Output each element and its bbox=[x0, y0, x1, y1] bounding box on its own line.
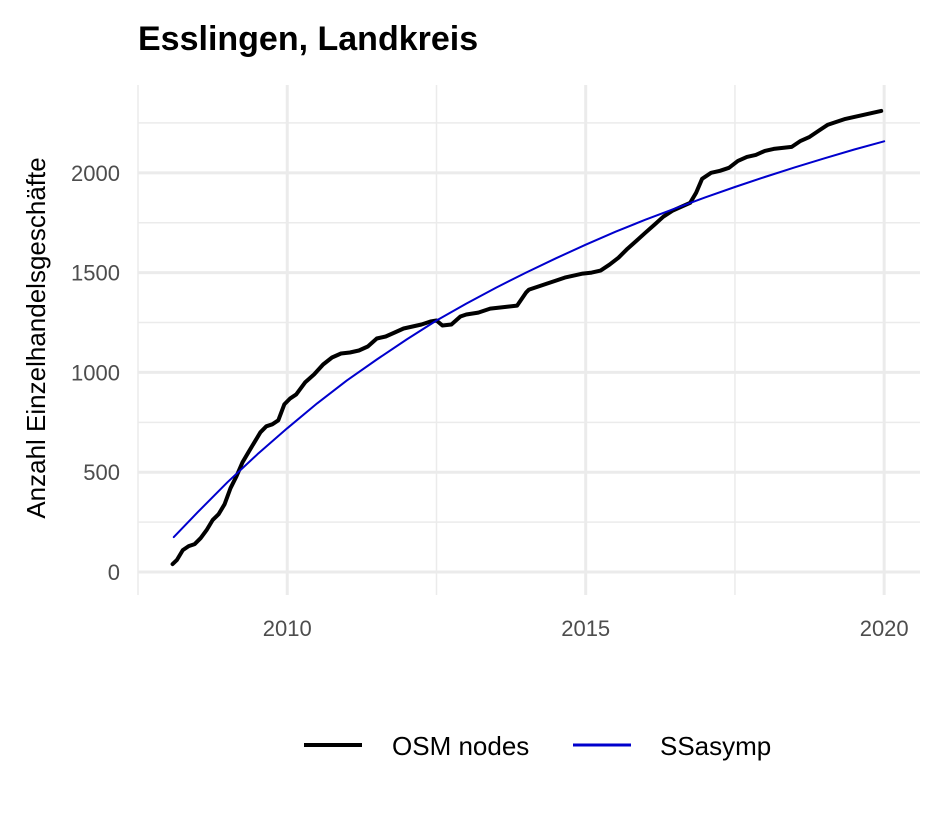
y-axis-title: Anzahl Einzelhandelsgeschäfte bbox=[21, 157, 51, 518]
legend: OSM nodes SSasymp bbox=[304, 731, 771, 761]
legend-label-osm-nodes: OSM nodes bbox=[392, 731, 529, 761]
chart-title: Esslingen, Landkreis bbox=[138, 20, 478, 58]
grid-major bbox=[138, 85, 920, 595]
series-layer bbox=[170, 108, 886, 567]
series-line-ssasymp bbox=[172, 140, 886, 539]
legend-label-ssasymp: SSasymp bbox=[660, 731, 771, 761]
series-line-osm-nodes bbox=[170, 108, 884, 567]
y-tick-label: 500 bbox=[83, 460, 120, 485]
x-tick-labels: 2010 2015 2020 bbox=[263, 616, 909, 641]
grid-minor bbox=[137, 85, 920, 595]
y-tick-label: 2000 bbox=[71, 161, 120, 186]
x-tick-label: 2020 bbox=[860, 616, 909, 641]
x-tick-label: 2015 bbox=[561, 616, 610, 641]
y-tick-label: 0 bbox=[108, 560, 120, 585]
x-tick-label: 2010 bbox=[263, 616, 312, 641]
y-tick-labels: 0 500 1000 1500 2000 bbox=[71, 161, 120, 585]
y-tick-label: 1000 bbox=[71, 360, 120, 385]
y-tick-label: 1500 bbox=[71, 261, 120, 286]
